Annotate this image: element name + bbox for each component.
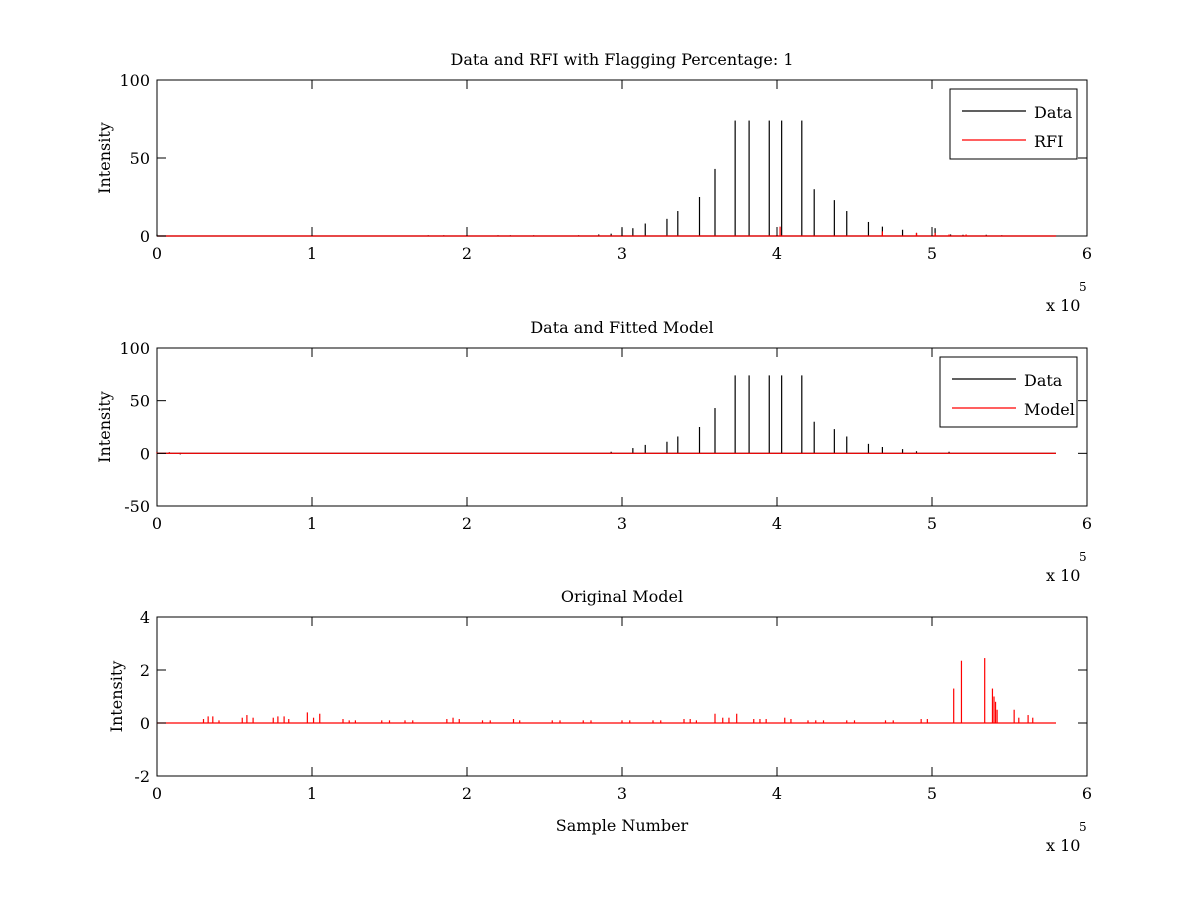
chart-panel-1: 0 1 2 3 4 5 6 0 50 100 x 10 5 Data and RFI with Flag… (95, 50, 1092, 315)
chart-title: Data and Fitted Model (530, 318, 713, 337)
legend: Data RFI (949, 88, 1078, 160)
x-tick-label: 3 (617, 514, 627, 533)
y-tick-label: 50 (130, 392, 150, 411)
y-tick-label: 100 (119, 339, 150, 358)
y-axis-label: Intensity (107, 661, 126, 733)
x-tick-label: 3 (617, 784, 627, 803)
chart-title: Data and RFI with Flagging Percentage: 1 (450, 50, 793, 69)
x-multiplier-base: x 10 (1046, 296, 1080, 315)
x-tick-label: 0 (152, 244, 162, 263)
plot-area (156, 79, 1088, 237)
chart-title: Original Model (561, 587, 683, 606)
plot-area (156, 616, 1088, 777)
x-axis-label: Sample Number (556, 816, 689, 835)
legend: Data Model (939, 356, 1078, 428)
y-axis-label: Intensity (95, 391, 114, 463)
x-tick-label: 1 (307, 784, 317, 803)
x-tick-label: 0 (152, 514, 162, 533)
y-tick-label: 0 (140, 714, 150, 733)
x-tick-label: 4 (772, 244, 782, 263)
y-tick-label: 50 (130, 149, 150, 168)
y-tick-label: -50 (124, 497, 150, 516)
legend-label: Data (1024, 371, 1063, 390)
x-tick-label: 6 (1082, 784, 1092, 803)
x-tick-label: 0 (152, 784, 162, 803)
x-multiplier-exponent: 5 (1079, 820, 1087, 834)
y-tick-label: 2 (140, 661, 150, 680)
x-multiplier-base: x 10 (1046, 566, 1080, 585)
x-tick-label: 2 (462, 514, 472, 533)
y-tick-label: -2 (134, 767, 150, 786)
legend-box (949, 88, 1078, 160)
x-tick-label: 6 (1082, 244, 1092, 263)
series-model (156, 452, 1056, 454)
plot-area (156, 347, 1088, 507)
x-multiplier-exponent: 5 (1079, 550, 1087, 564)
legend-box (939, 356, 1078, 428)
series-rfi (157, 226, 1056, 237)
x-tick-label: 5 (927, 244, 937, 263)
y-tick-label: 0 (140, 227, 150, 246)
y-axis-label: Intensity (95, 122, 114, 194)
x-tick-label: 3 (617, 244, 627, 263)
x-tick-label: 5 (927, 514, 937, 533)
x-tick-label: 4 (772, 784, 782, 803)
legend-label: Data (1034, 103, 1073, 122)
x-tick-label: 2 (462, 784, 472, 803)
x-tick-label: 1 (307, 244, 317, 263)
y-tick-label: 100 (119, 71, 150, 90)
x-tick-label: 5 (927, 784, 937, 803)
legend-label: Model (1024, 400, 1075, 419)
x-tick-label: 2 (462, 244, 472, 263)
legend-label: RFI (1034, 132, 1063, 151)
y-tick-label: 0 (140, 444, 150, 463)
x-multiplier-exponent: 5 (1079, 280, 1087, 294)
y-tick-label: 4 (140, 608, 150, 627)
series-model-1 (157, 658, 1056, 724)
x-multiplier-base: x 10 (1046, 836, 1080, 855)
x-tick-label: 1 (307, 514, 317, 533)
x-tick-label: 6 (1082, 514, 1092, 533)
x-tick-label: 4 (772, 514, 782, 533)
